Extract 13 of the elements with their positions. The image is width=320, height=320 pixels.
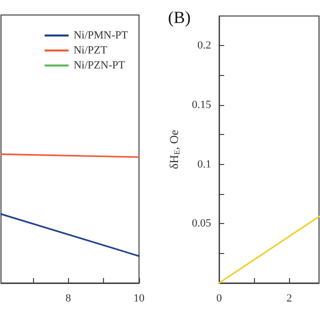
y-tick-label: 0.05 bbox=[192, 218, 212, 230]
y-tick-label: 0.1 bbox=[197, 158, 212, 170]
legend-label: Ni/PZN-PT bbox=[74, 60, 126, 72]
legend-label: Ni/PMN-PT bbox=[74, 30, 128, 42]
y-axis-title: δHE, Oe bbox=[167, 130, 182, 170]
chart-title: (B) bbox=[168, 8, 191, 27]
x-tick-label: 0 bbox=[216, 292, 222, 304]
y-tick-label: 0.15 bbox=[192, 99, 212, 111]
x-tick-label: 8 bbox=[65, 292, 72, 304]
legend-label: Ni/PZT bbox=[74, 44, 108, 56]
x-tick-label: 2 bbox=[286, 292, 292, 304]
y-tick-label: 0.2 bbox=[197, 40, 212, 52]
x-tick-label: 10 bbox=[134, 292, 145, 304]
